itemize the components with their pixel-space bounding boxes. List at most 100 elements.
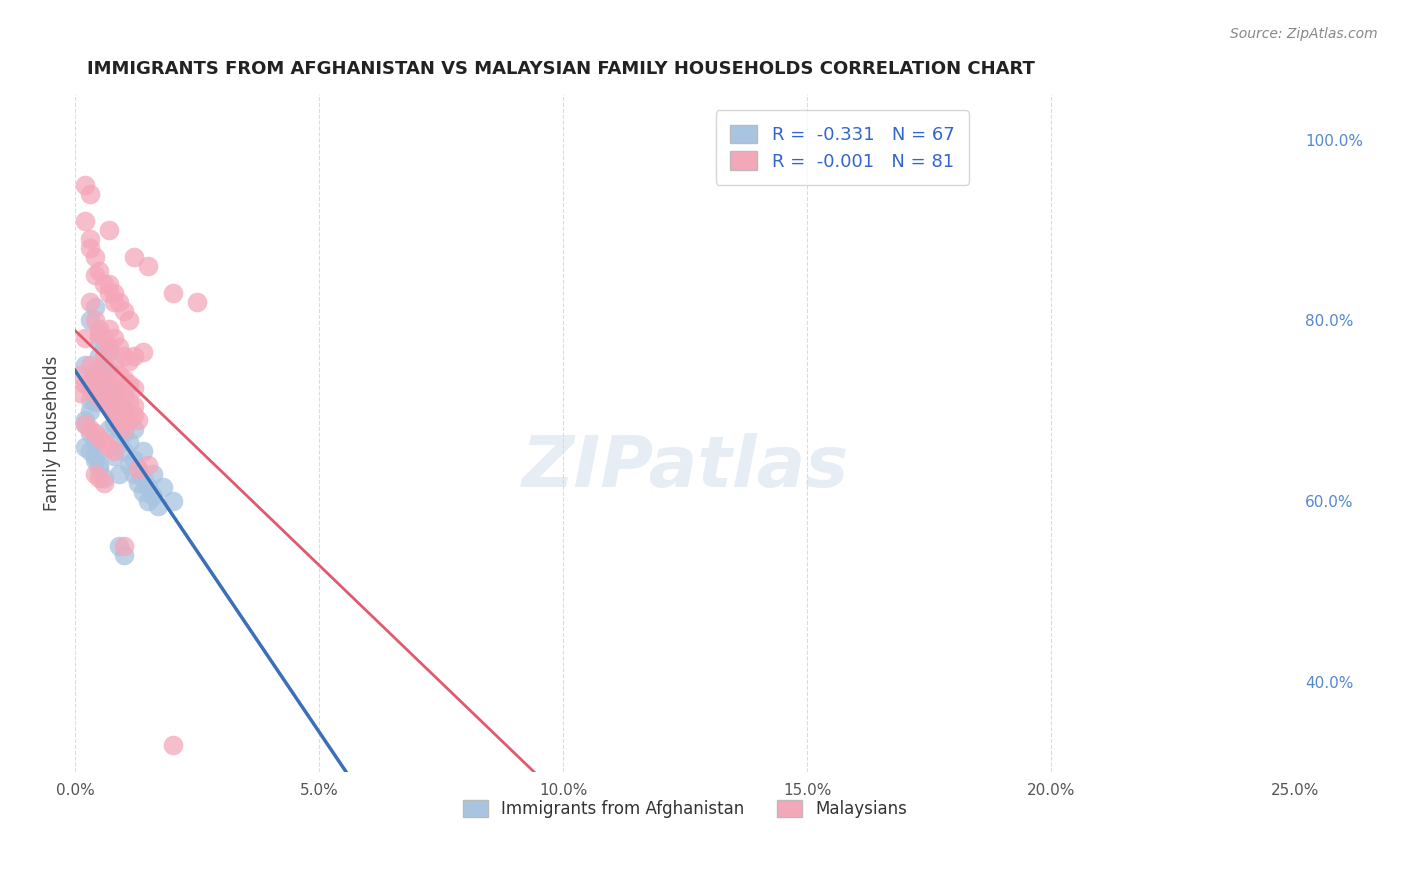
Point xyxy=(103,408,125,422)
Point xyxy=(83,268,105,282)
Point xyxy=(112,548,135,562)
Point xyxy=(89,322,111,336)
Point xyxy=(132,444,155,458)
Point xyxy=(73,376,96,391)
Point xyxy=(112,444,135,458)
Point xyxy=(98,390,121,404)
Point xyxy=(112,390,135,404)
Point xyxy=(93,359,115,373)
Point xyxy=(83,368,105,382)
Point xyxy=(136,458,159,472)
Point xyxy=(112,539,135,553)
Point xyxy=(98,376,121,391)
Point xyxy=(118,458,141,472)
Point xyxy=(73,413,96,427)
Point xyxy=(79,381,101,395)
Point xyxy=(83,385,105,400)
Point xyxy=(112,403,135,417)
Point xyxy=(108,295,131,310)
Point xyxy=(136,259,159,273)
Point xyxy=(132,345,155,359)
Point xyxy=(108,431,131,445)
Point xyxy=(127,462,149,476)
Point xyxy=(98,381,121,395)
Point xyxy=(98,345,121,359)
Point xyxy=(98,340,121,354)
Point xyxy=(79,444,101,458)
Point xyxy=(152,480,174,494)
Point xyxy=(127,413,149,427)
Point xyxy=(73,178,96,192)
Point xyxy=(79,422,101,436)
Point xyxy=(89,390,111,404)
Point xyxy=(89,462,111,476)
Point xyxy=(103,385,125,400)
Point xyxy=(122,453,145,467)
Point xyxy=(83,385,105,400)
Point xyxy=(83,250,105,264)
Point xyxy=(89,331,111,345)
Point xyxy=(118,413,141,427)
Point xyxy=(73,214,96,228)
Point xyxy=(83,467,105,481)
Point xyxy=(127,462,149,476)
Point xyxy=(89,431,111,445)
Point xyxy=(118,394,141,409)
Point xyxy=(79,426,101,441)
Point xyxy=(79,376,101,391)
Point xyxy=(83,449,105,463)
Text: Source: ZipAtlas.com: Source: ZipAtlas.com xyxy=(1230,27,1378,41)
Point xyxy=(83,426,105,441)
Point xyxy=(93,372,115,386)
Point xyxy=(98,422,121,436)
Point xyxy=(79,232,101,246)
Point xyxy=(122,399,145,413)
Point xyxy=(89,458,111,472)
Point xyxy=(136,480,159,494)
Point xyxy=(132,471,155,485)
Point xyxy=(73,417,96,432)
Point xyxy=(132,485,155,500)
Point xyxy=(103,295,125,310)
Point xyxy=(112,304,135,318)
Point xyxy=(89,263,111,277)
Point xyxy=(89,471,111,485)
Point xyxy=(83,453,105,467)
Point xyxy=(83,435,105,450)
Point xyxy=(83,394,105,409)
Point xyxy=(127,475,149,490)
Point xyxy=(112,413,135,427)
Point xyxy=(83,300,105,314)
Text: IMMIGRANTS FROM AFGHANISTAN VS MALAYSIAN FAMILY HOUSEHOLDS CORRELATION CHART: IMMIGRANTS FROM AFGHANISTAN VS MALAYSIAN… xyxy=(87,60,1035,78)
Point xyxy=(98,286,121,301)
Point xyxy=(122,250,145,264)
Point xyxy=(103,449,125,463)
Point xyxy=(103,359,125,373)
Point xyxy=(112,372,135,386)
Point xyxy=(79,295,101,310)
Point xyxy=(122,350,145,364)
Point xyxy=(186,295,208,310)
Point xyxy=(162,286,184,301)
Point xyxy=(98,277,121,292)
Point xyxy=(79,313,101,327)
Point xyxy=(69,368,91,382)
Point xyxy=(118,435,141,450)
Point xyxy=(89,326,111,341)
Point xyxy=(73,331,96,345)
Point xyxy=(122,422,145,436)
Point xyxy=(103,444,125,458)
Point xyxy=(103,403,125,417)
Point xyxy=(93,277,115,292)
Point xyxy=(79,359,101,373)
Point xyxy=(93,331,115,345)
Point xyxy=(98,322,121,336)
Point xyxy=(69,385,91,400)
Point xyxy=(93,435,115,450)
Point xyxy=(83,363,105,377)
Point xyxy=(89,372,111,386)
Point xyxy=(122,381,145,395)
Point xyxy=(93,394,115,409)
Point xyxy=(89,372,111,386)
Point xyxy=(98,399,121,413)
